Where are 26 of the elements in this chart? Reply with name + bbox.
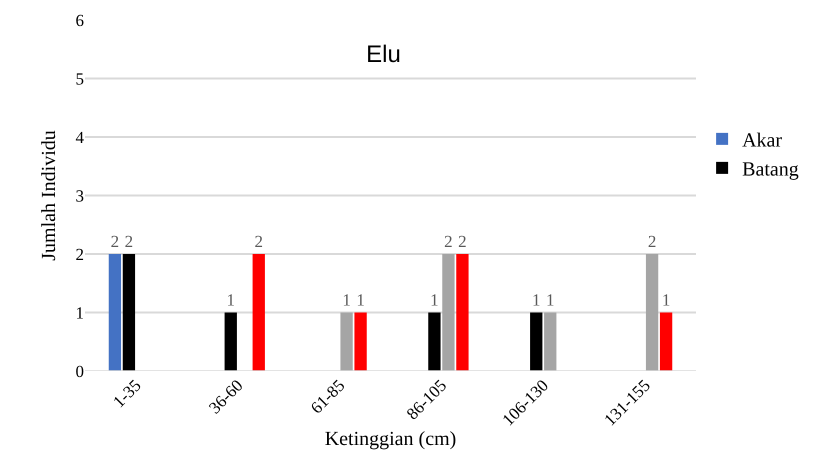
y-tick-label: 2 [76,244,84,264]
text: Elu [366,40,401,68]
y-tick-label: 4 [76,128,84,147]
data-label: 2 [124,232,134,251]
data-label: 1 [356,290,365,310]
data-label: 1 [226,290,235,310]
legend-label: Batang [742,158,799,181]
data-label: 1 [532,290,540,310]
y-tick-label: 3 [76,186,84,206]
y-tick-label: 6 [76,10,84,30]
data-label: 1 [342,290,351,310]
data-label: 2 [110,232,120,251]
y-tick-label: 1 [76,303,84,322]
data-label: 1 [546,290,554,310]
data-label: 1 [662,290,670,310]
x-tick-label: 1-35 [109,376,145,412]
y-tick-label: 5 [76,69,84,88]
data-label: 1 [430,290,439,310]
y-axis-title: Jumlah Individu [38,130,60,261]
data-label: 2 [458,232,467,251]
legend-label: Akar [742,130,782,152]
y-tick-label: 0 [76,362,84,381]
data-label: 2 [444,232,453,251]
data-label: 2 [254,232,263,251]
x-axis-title: Ketinggian (cm) [324,428,456,450]
data-label: 2 [648,232,656,251]
